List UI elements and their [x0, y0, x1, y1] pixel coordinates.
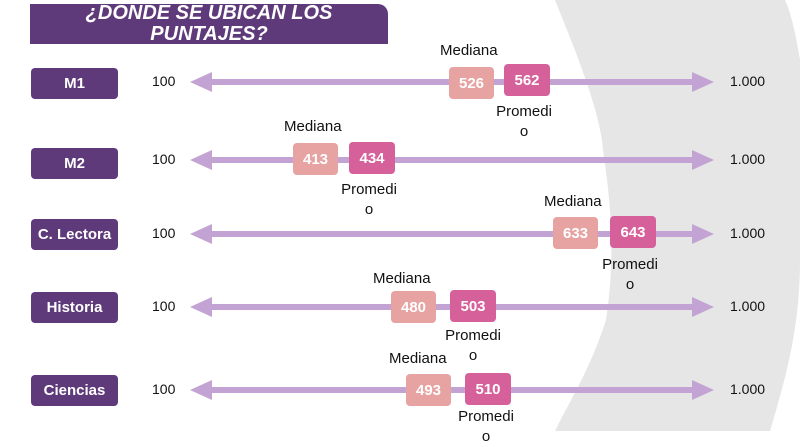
subject-label: M2: [31, 148, 118, 179]
average-label: Promedio: [445, 327, 501, 364]
average-score: 643: [610, 216, 656, 248]
median-score: 480: [391, 291, 436, 323]
average-label: Promedio: [496, 103, 552, 140]
subject-label: Historia: [31, 292, 118, 323]
median-label: Mediana: [440, 42, 498, 59]
median-label: Mediana: [373, 270, 431, 287]
subject-label: M1: [31, 68, 118, 99]
median-score: 633: [553, 217, 598, 249]
scale-max: 1.000: [730, 73, 766, 89]
subject-label: Ciencias: [31, 375, 118, 406]
background-texture: [555, 0, 800, 431]
average-label: Promedio: [602, 256, 658, 293]
subject-label: C. Lectora: [31, 219, 118, 250]
median-score: 526: [449, 67, 494, 99]
scale-min: 100: [152, 151, 176, 167]
double-arrow-icon: [190, 380, 714, 400]
average-label: Promedio: [341, 181, 397, 218]
median-label: Mediana: [284, 118, 342, 135]
median-label: Mediana: [389, 350, 447, 367]
average-label: Promedio: [458, 408, 514, 445]
scale-max: 1.000: [730, 225, 766, 241]
page-title: ¿DÓNDE SE UBICAN LOS PUNTAJES?: [30, 4, 388, 44]
scale-max: 1.000: [730, 381, 766, 397]
average-score: 434: [349, 142, 395, 174]
scale-max: 1.000: [730, 151, 766, 167]
median-label: Mediana: [544, 193, 602, 210]
average-score: 562: [504, 64, 550, 96]
scale-min: 100: [152, 73, 176, 89]
scale-min: 100: [152, 381, 176, 397]
average-score: 510: [465, 373, 511, 405]
median-score: 493: [406, 374, 451, 406]
average-score: 503: [450, 290, 496, 322]
scale-min: 100: [152, 225, 176, 241]
double-arrow-icon: [190, 150, 714, 170]
median-score: 413: [293, 143, 338, 175]
scale-min: 100: [152, 298, 176, 314]
scale-max: 1.000: [730, 298, 766, 314]
